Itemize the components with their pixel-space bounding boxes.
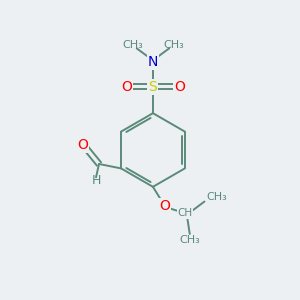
Text: O: O bbox=[174, 80, 185, 94]
Text: CH₃: CH₃ bbox=[206, 192, 227, 202]
Text: N: N bbox=[148, 55, 158, 69]
Text: CH: CH bbox=[178, 208, 193, 218]
Text: O: O bbox=[121, 80, 132, 94]
Text: H: H bbox=[92, 174, 101, 187]
Text: CH₃: CH₃ bbox=[179, 235, 200, 245]
Text: CH₃: CH₃ bbox=[163, 40, 184, 50]
Text: O: O bbox=[77, 138, 88, 152]
Text: S: S bbox=[148, 80, 157, 94]
Text: CH₃: CH₃ bbox=[122, 40, 143, 50]
Text: O: O bbox=[159, 199, 170, 213]
